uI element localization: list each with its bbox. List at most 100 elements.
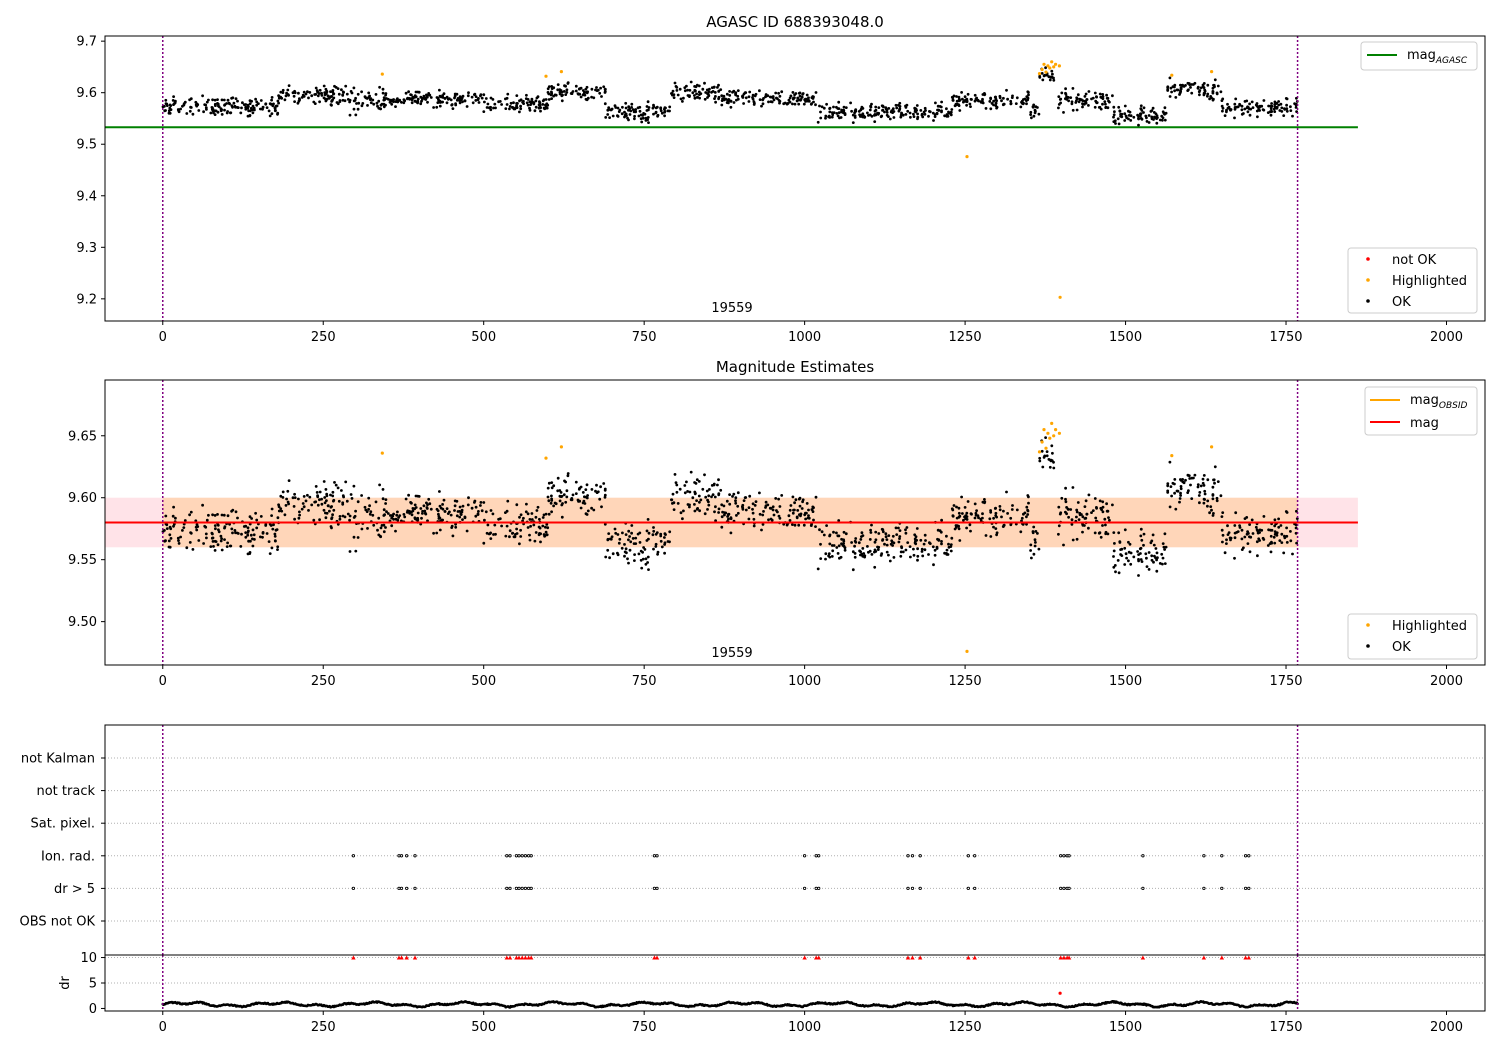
flag-point: [397, 854, 401, 858]
ok-point: [228, 111, 232, 115]
flag-point: [814, 886, 818, 891]
ok-point: [861, 547, 865, 550]
ok-point: [219, 107, 223, 111]
ok-point: [168, 111, 172, 115]
ok-point: [255, 100, 259, 104]
ok-point: [1151, 106, 1155, 110]
ok-point: [1280, 541, 1284, 544]
ok-point: [1085, 98, 1089, 101]
ok-point: [897, 540, 901, 544]
ok-point: [213, 549, 217, 552]
ok-point: [922, 542, 926, 546]
ok-point: [697, 84, 701, 88]
ok-point: [228, 102, 232, 106]
ok-point: [1125, 556, 1128, 560]
ok-point: [831, 113, 835, 117]
flag-category-label: Sat. pixel.: [31, 817, 95, 832]
ok-point: [604, 555, 608, 559]
ok-point: [428, 93, 432, 97]
ok-point: [870, 553, 874, 556]
ok-point: [550, 486, 554, 490]
ok-point: [547, 98, 551, 101]
ok-point: [701, 487, 705, 491]
ok-point: [336, 486, 340, 490]
ok-point: [627, 108, 630, 112]
ok-point: [716, 483, 719, 487]
ok-point: [655, 105, 659, 109]
ok-point: [775, 509, 778, 512]
ok-point: [1083, 517, 1087, 520]
flag-point: [1067, 886, 1071, 891]
ok-point: [377, 516, 381, 520]
ok-point: [569, 498, 573, 502]
ok-point: [628, 535, 631, 538]
ok-point: [1186, 491, 1190, 494]
flag-point: [517, 854, 521, 858]
ok-point: [1140, 109, 1144, 112]
ok-point: [994, 506, 997, 510]
ok-point: [1240, 112, 1244, 116]
ok-point: [456, 510, 460, 513]
ok-point: [1179, 86, 1183, 90]
ok-point: [716, 86, 719, 89]
ok-point: [214, 104, 217, 107]
ok-point: [547, 85, 551, 88]
ok-point: [1098, 499, 1102, 503]
flag-point: [910, 886, 915, 891]
obsid-label: 19559: [711, 646, 752, 661]
ok-point: [693, 89, 697, 93]
ok-point: [606, 548, 610, 552]
ok-point: [909, 115, 912, 119]
ok-point: [968, 523, 972, 527]
ok-point: [712, 483, 716, 487]
ok-point: [734, 499, 737, 503]
ok-point: [252, 106, 256, 110]
ok-point: [1107, 516, 1110, 519]
ok-point: [383, 98, 386, 102]
ok-point: [1170, 494, 1173, 498]
ok-point: [283, 513, 287, 517]
ok-point: [440, 518, 444, 522]
ok-point: [850, 109, 853, 113]
ok-point: [1137, 559, 1140, 563]
flag-point: [802, 854, 807, 858]
ok-point: [438, 88, 441, 92]
ok-point: [1171, 85, 1175, 89]
ok-point: [566, 472, 570, 475]
ok-point: [1155, 121, 1159, 125]
ok-point: [607, 532, 611, 535]
ok-point: [205, 518, 209, 522]
ok-point: [732, 492, 736, 496]
plot-frame: [104, 35, 1486, 322]
ok-point: [330, 505, 333, 508]
ok-point: [830, 115, 834, 119]
ok-point: [1221, 106, 1225, 110]
ok-point: [1243, 535, 1247, 539]
legend-label-mag: mag: [1410, 416, 1439, 431]
ok-point: [1069, 508, 1073, 511]
ok-point: [179, 535, 183, 539]
ok-point: [1166, 89, 1170, 92]
ok-point: [352, 484, 356, 488]
ok-point: [1139, 104, 1143, 108]
ok-point: [933, 548, 937, 552]
ok-point: [913, 541, 917, 545]
ok-point: [1049, 76, 1053, 79]
ok-point: [950, 536, 954, 540]
ok-point: [1173, 491, 1176, 495]
ok-point: [1037, 547, 1041, 551]
ok-point: [1283, 107, 1286, 110]
ok-point: [390, 524, 394, 528]
ok-point: [1190, 497, 1194, 500]
ok-point: [1248, 523, 1251, 526]
ok-point: [973, 93, 977, 97]
ok-point: [786, 102, 790, 105]
ok-point: [562, 493, 566, 497]
ok-point: [600, 505, 603, 509]
ok-point: [1114, 122, 1117, 125]
ok-point: [659, 539, 663, 543]
ok-point: [1289, 530, 1292, 533]
ok-point: [1212, 512, 1215, 515]
ok-point: [508, 529, 512, 533]
ok-point: [270, 507, 274, 511]
